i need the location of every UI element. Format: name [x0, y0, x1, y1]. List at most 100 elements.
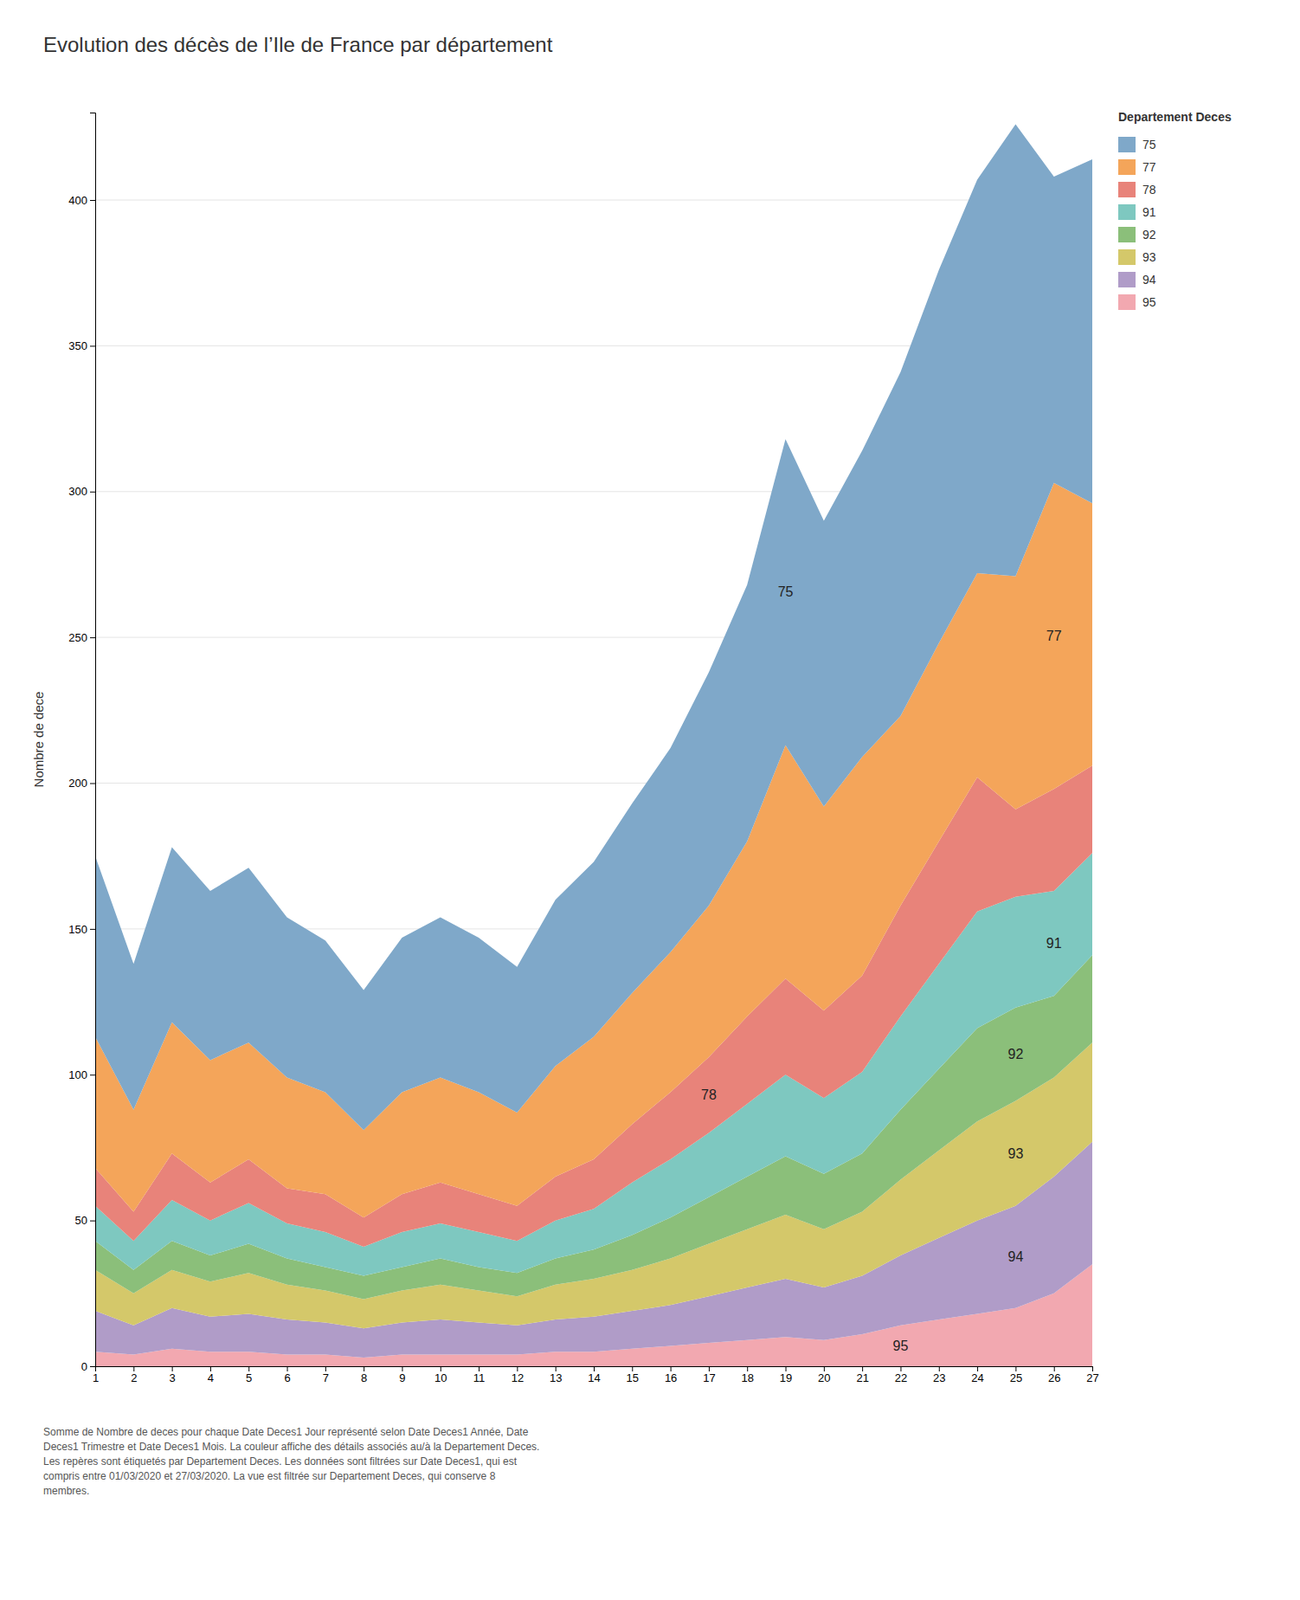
tick-label: 150	[68, 922, 88, 936]
annotation: 93	[1007, 1145, 1024, 1161]
tick-label: 200	[68, 776, 88, 790]
tick: 1	[92, 1365, 99, 1384]
tick-label: 5	[245, 1370, 252, 1384]
tick: 22	[894, 1365, 908, 1384]
tick-mark	[977, 1365, 979, 1371]
tick-label: 1	[92, 1370, 99, 1384]
tick-mark	[1092, 1365, 1094, 1371]
tick-label: 50	[75, 1213, 88, 1227]
tick: 5	[245, 1365, 252, 1384]
tick-mark	[862, 1365, 863, 1371]
tick-mark	[90, 199, 96, 201]
tick: 21	[855, 1365, 869, 1384]
legend: Departement Deces7577789192939495	[1118, 109, 1232, 310]
tick: 9	[399, 1365, 406, 1384]
tick: 13	[549, 1365, 562, 1384]
x-axis: 1234567891011121314151617181920212223242…	[92, 1365, 1100, 1384]
tick: 19	[779, 1365, 792, 1384]
tick: 14	[587, 1365, 600, 1384]
footnote: Somme de Nombre de deces pour chaque Dat…	[43, 1425, 540, 1497]
grid-line	[95, 199, 1093, 201]
tick-label: 22	[894, 1370, 908, 1384]
tick-mark	[1054, 1365, 1056, 1371]
tick-mark	[939, 1365, 940, 1371]
tick-label: 0	[81, 1359, 88, 1373]
tick-label: 20	[817, 1370, 831, 1384]
chart: 1234567891011121314151617181920212223242…	[0, 0, 1300, 1600]
tick-label: 24	[971, 1370, 984, 1384]
legend-label: 78	[1142, 182, 1157, 197]
axis-title: Nombre de dece	[31, 691, 46, 788]
tick-mark	[593, 1365, 595, 1371]
tick: 6	[283, 1365, 290, 1384]
tick: 17	[702, 1365, 715, 1384]
tick-mark	[90, 1074, 96, 1075]
tick: 250	[68, 630, 96, 644]
tick: 8	[360, 1365, 367, 1384]
tick: 24	[971, 1365, 984, 1384]
tick-label: 4	[207, 1370, 214, 1384]
areas	[95, 123, 1093, 1366]
tick-label: 9	[399, 1370, 406, 1384]
tick-mark	[90, 783, 96, 785]
tick: 25	[1010, 1365, 1023, 1384]
tick-mark	[90, 1220, 96, 1222]
tick-label: 16	[664, 1370, 677, 1384]
tick-mark	[746, 1365, 748, 1371]
tick-label: 19	[779, 1370, 792, 1384]
tick: 12	[511, 1365, 524, 1384]
tick-mark	[287, 1365, 289, 1371]
tick-label: 25	[1010, 1370, 1023, 1384]
tick-mark	[478, 1365, 480, 1371]
tick: 50	[75, 1213, 96, 1227]
tick-mark	[133, 1365, 135, 1371]
footnote-line: membres.	[43, 1484, 90, 1497]
tick-label: 2	[130, 1370, 137, 1384]
tick-label: 13	[549, 1370, 562, 1384]
tick-mark	[401, 1365, 403, 1371]
tick-label: 14	[587, 1370, 600, 1384]
legend-swatch	[1118, 226, 1136, 243]
legend-item: 91	[1118, 204, 1157, 220]
legend-item: 93	[1118, 249, 1157, 265]
annotation: 95	[893, 1338, 909, 1353]
tick-mark	[172, 1365, 174, 1371]
tick-mark	[90, 491, 96, 493]
annotation: 77	[1046, 628, 1062, 644]
tick-label: 26	[1048, 1370, 1061, 1384]
tick-mark	[708, 1365, 710, 1371]
legend-swatch	[1118, 159, 1136, 175]
annotation: 91	[1046, 935, 1062, 951]
annotation: 78	[701, 1087, 717, 1102]
tick-mark	[90, 637, 96, 638]
tick: 23	[933, 1365, 946, 1384]
axis-domain	[96, 1366, 1094, 1372]
tick-label: 7	[322, 1370, 329, 1384]
tick-mark	[90, 928, 96, 930]
tick-label: 100	[68, 1068, 88, 1082]
tick-mark	[325, 1365, 327, 1371]
tick-mark	[90, 1365, 96, 1367]
tick-mark	[823, 1365, 825, 1371]
legend-item: 75	[1118, 136, 1157, 153]
tick: 7	[322, 1365, 329, 1384]
tick: 300	[68, 484, 96, 498]
tick: 11	[473, 1365, 486, 1384]
legend-item: 78	[1118, 181, 1157, 198]
tick: 10	[434, 1365, 447, 1384]
tick-label: 18	[740, 1370, 753, 1384]
tick-mark	[785, 1365, 787, 1371]
legend-label: 75	[1142, 137, 1157, 152]
tick: 100	[68, 1068, 96, 1082]
tick: 2	[130, 1365, 137, 1384]
tick-label: 17	[702, 1370, 715, 1384]
tick: 200	[68, 776, 96, 790]
footnote-line: compris entre 01/03/2020 et 27/03/2020. …	[43, 1469, 496, 1482]
tick: 150	[68, 922, 96, 936]
legend-item: 95	[1118, 294, 1157, 310]
tick-label: 6	[283, 1370, 290, 1384]
tick-label: 11	[473, 1370, 486, 1384]
annotation: 92	[1007, 1046, 1024, 1062]
legend-item: 77	[1118, 159, 1157, 175]
tick-label: 8	[360, 1370, 367, 1384]
